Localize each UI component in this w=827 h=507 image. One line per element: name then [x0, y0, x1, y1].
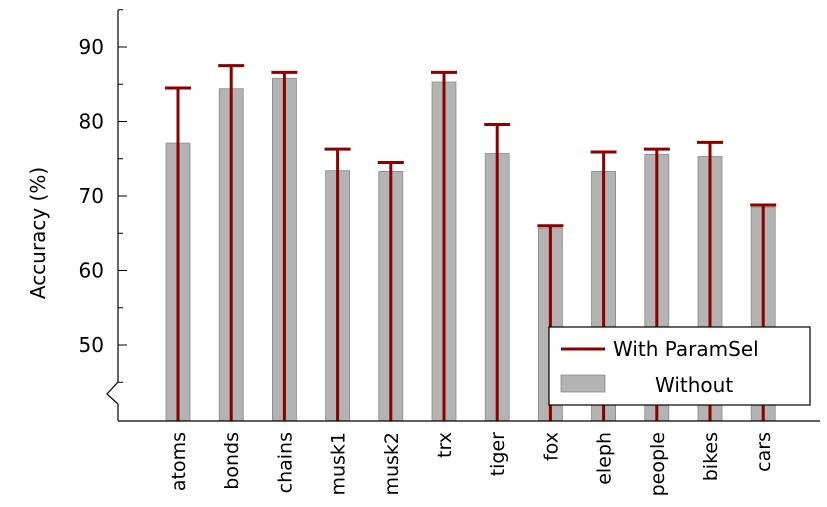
y-tick-label-90: 90	[79, 35, 104, 59]
y-tick-label-70: 70	[79, 184, 104, 208]
category-label-bikes: bikes	[700, 432, 722, 481]
axis-layer	[106, 9, 820, 422]
category-label-tiger: tiger	[487, 432, 509, 476]
category-label-trx: trx	[434, 432, 456, 458]
y-tick-label-50: 50	[79, 333, 104, 357]
category-label-musk1: musk1	[328, 432, 350, 496]
category-label-chains: chains	[274, 432, 296, 493]
category-label-atoms: atoms	[168, 432, 190, 491]
legend: With ParamSel Without	[548, 326, 811, 406]
category-label-cars: cars	[753, 432, 775, 472]
legend-swatch-bar	[560, 374, 606, 393]
category-label-bonds: bonds	[221, 432, 243, 490]
legend-label-with-paramsel: With ParamSel	[613, 337, 759, 361]
category-label-eleph: eleph	[594, 432, 616, 485]
y-axis-line	[106, 10, 119, 421]
y-tick-label-80: 80	[79, 110, 104, 134]
category-label-people: people	[647, 432, 669, 496]
y-tick-label-60: 60	[79, 259, 104, 283]
category-label-musk2: musk2	[381, 432, 403, 496]
category-label-fox: fox	[540, 432, 562, 461]
legend-label-without: Without	[655, 373, 733, 397]
label-layer: atoms bonds chains musk1 musk2 trx tiger fox ele…	[79, 35, 776, 496]
y-axis-title: Accuracy (%)	[26, 167, 50, 299]
